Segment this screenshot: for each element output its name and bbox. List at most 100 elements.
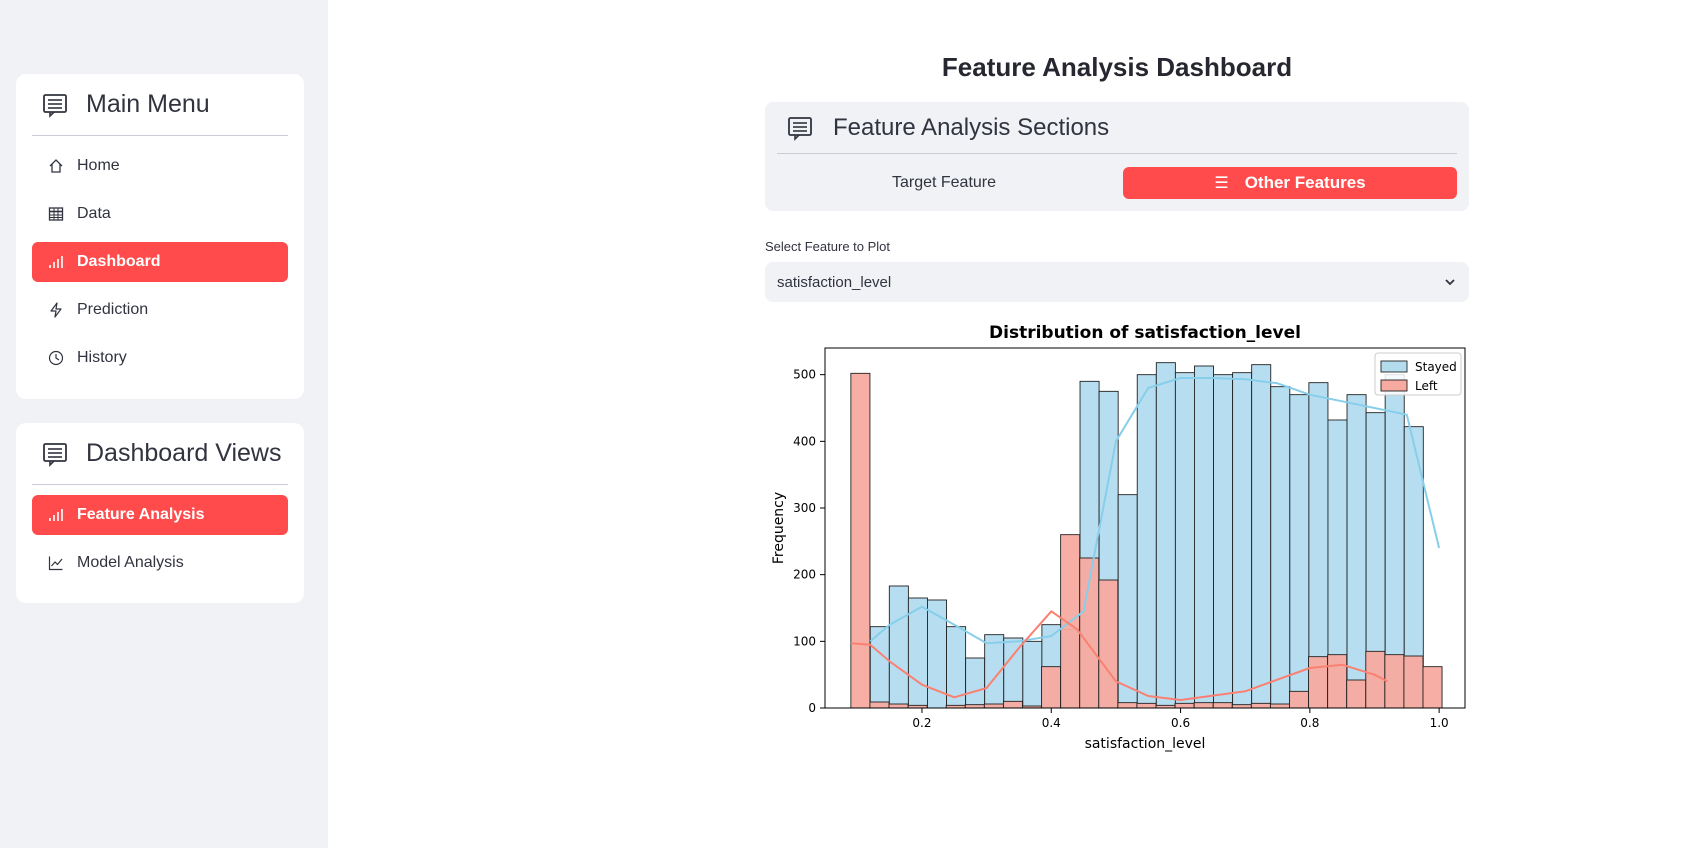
main-menu-card: Main Menu Home Data Dashboard Prediction xyxy=(16,74,304,399)
menu-item-history[interactable]: History xyxy=(32,338,288,378)
left-bar xyxy=(1327,654,1348,709)
legend-label-left: Left xyxy=(1415,379,1438,393)
bar-chart-icon xyxy=(47,506,65,524)
left-bar xyxy=(869,701,890,709)
lightning-icon xyxy=(47,301,65,319)
feature-sections-panel: Feature Analysis Sections Target Feature… xyxy=(765,102,1469,211)
stayed-bar xyxy=(1251,364,1272,709)
feature-select-label: Select Feature to Plot xyxy=(765,239,891,254)
left-bar xyxy=(1365,650,1386,709)
left-bar xyxy=(1002,700,1023,709)
menu-item-label: Dashboard xyxy=(77,253,161,270)
menu-item-label: Model Analysis xyxy=(77,554,184,571)
legend-swatch-left xyxy=(1380,379,1408,392)
left-bar xyxy=(1384,654,1405,709)
y-tick-label: 500 xyxy=(793,368,816,382)
stayed-bar xyxy=(1194,365,1214,709)
stayed-bar xyxy=(1117,494,1138,709)
stayed-bar xyxy=(965,657,986,709)
y-tick-label: 100 xyxy=(793,634,816,648)
legend-label-stayed: Stayed xyxy=(1415,360,1457,374)
x-axis-label: satisfaction_level xyxy=(1085,736,1206,752)
chevron-down-icon xyxy=(1445,279,1455,286)
dashboard-views-title: Dashboard Views xyxy=(86,439,282,467)
sidebar: Main Menu Home Data Dashboard Prediction xyxy=(0,0,328,848)
line-chart-icon xyxy=(47,554,65,572)
menu-item-prediction[interactable]: Prediction xyxy=(32,290,288,330)
left-bar xyxy=(1308,656,1329,709)
left-bar xyxy=(1269,703,1290,709)
main-menu-header: Main Menu xyxy=(32,74,288,136)
stayed-bar xyxy=(907,597,928,709)
y-axis-label: Frequency xyxy=(771,492,787,564)
stayed-bar xyxy=(1155,362,1176,709)
left-bar xyxy=(1193,702,1214,709)
histogram-chart: Distribution of satisfaction_level 0.2 0.4… xyxy=(771,323,1466,752)
left-bar xyxy=(888,703,909,709)
left-bar xyxy=(1098,579,1119,709)
menu-list-icon xyxy=(788,116,812,141)
menu-item-label: History xyxy=(77,349,127,366)
left-bar xyxy=(1041,666,1062,709)
left-bar xyxy=(1212,702,1233,709)
left-bar xyxy=(1403,655,1424,709)
tab-label: Other Features xyxy=(1244,173,1366,192)
menu-item-dashboard[interactable]: Dashboard xyxy=(32,242,288,282)
feature-tabs: Target Feature ☰ Other Features xyxy=(777,167,1457,199)
menu-item-label: Feature Analysis xyxy=(77,506,205,523)
feature-sections-header: Feature Analysis Sections xyxy=(777,102,1457,154)
menu-item-home[interactable]: Home xyxy=(32,146,288,186)
y-tick-label: 300 xyxy=(793,501,816,515)
menu-item-feature-analysis[interactable]: Feature Analysis xyxy=(32,495,288,535)
chart-title: Distribution of satisfaction_level xyxy=(989,323,1301,343)
plot-frame xyxy=(824,347,1466,709)
left-bar xyxy=(1250,702,1271,709)
menu-item-data[interactable]: Data xyxy=(32,194,288,234)
tab-target-feature[interactable]: Target Feature xyxy=(777,167,1111,199)
menu-list-icon xyxy=(43,442,67,467)
left-bar xyxy=(1136,702,1157,709)
feature-select-value: satisfaction_level xyxy=(777,273,892,291)
left-kde-line xyxy=(850,610,1388,701)
x-tick-label: 0.6 xyxy=(1171,716,1190,730)
dashboard-views-header: Dashboard Views xyxy=(32,423,288,485)
tab-label: Target Feature xyxy=(891,174,997,191)
stayed-bar xyxy=(1289,394,1310,709)
menu-list-icon xyxy=(43,93,67,118)
x-tick-label: 1.0 xyxy=(1430,716,1449,730)
tab-other-features[interactable]: ☰ Other Features xyxy=(1123,167,1457,199)
stayed-bar xyxy=(1232,372,1253,709)
x-tick-label: 0.8 xyxy=(1300,716,1319,730)
bar-chart-icon xyxy=(47,253,65,271)
left-bar xyxy=(850,372,871,709)
legend-swatch-stayed xyxy=(1380,360,1408,373)
stayed-kde-line xyxy=(869,377,1441,645)
y-tick-label: 0 xyxy=(808,701,816,715)
feature-select[interactable]: satisfaction_level xyxy=(765,262,1469,302)
x-tick-label: 0.2 xyxy=(912,716,931,730)
menu-item-label: Data xyxy=(77,205,111,222)
dashboard-views-card: Dashboard Views Feature Analysis Model A… xyxy=(16,423,304,603)
main-menu-title: Main Menu xyxy=(86,90,210,118)
left-bar xyxy=(1422,666,1443,709)
page-title: Feature Analysis Dashboard xyxy=(941,52,1293,82)
stayed-bar xyxy=(1270,386,1291,709)
stayed-bar xyxy=(1022,640,1043,709)
stayed-bar xyxy=(1136,374,1157,709)
left-bar xyxy=(1174,702,1195,709)
stayed-bar xyxy=(1213,374,1234,709)
x-tick-label: 0.4 xyxy=(1042,716,1061,730)
feature-sections-title: Feature Analysis Sections xyxy=(833,113,1110,141)
stayed-bar xyxy=(888,585,909,709)
home-icon xyxy=(47,157,65,175)
stayed-bar xyxy=(1174,372,1195,709)
menu-item-label: Prediction xyxy=(77,301,149,318)
stayed-bar xyxy=(1003,637,1024,709)
hamburger-icon: ☰ xyxy=(1214,175,1229,192)
menu-item-label: Home xyxy=(77,157,120,174)
clock-icon xyxy=(47,349,65,367)
stayed-bar xyxy=(1346,394,1367,709)
y-tick-label: 400 xyxy=(793,434,816,448)
menu-item-model-analysis[interactable]: Model Analysis xyxy=(32,543,288,583)
y-tick-label: 200 xyxy=(793,568,816,582)
